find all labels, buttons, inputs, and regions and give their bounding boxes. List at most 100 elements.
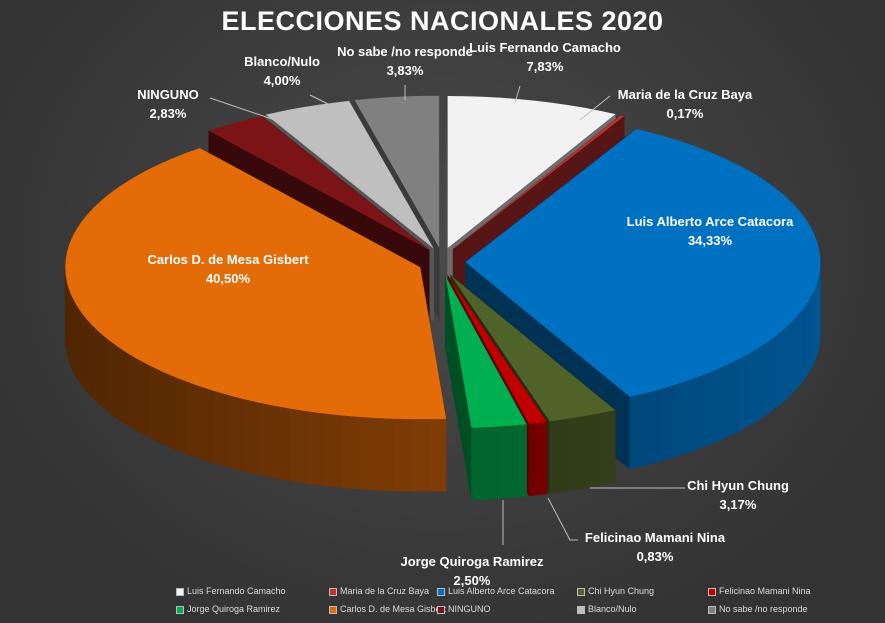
slice-side-6 <box>147 364 160 443</box>
slice-side-6 <box>66 281 70 362</box>
data-label: Chi Hyun Chung 3,17% <box>687 476 789 514</box>
slice-side-6 <box>306 410 324 486</box>
data-label: Luis Fernando Camacho 7,83% <box>469 38 621 76</box>
legend-swatch <box>329 587 337 596</box>
slice-1[interactable] <box>453 115 625 250</box>
slice-7[interactable] <box>208 115 430 250</box>
data-label: Felicinao Mamani Nina 0,83% <box>585 528 725 566</box>
data-label: Luis Alberto Arce Catacora 34,33% <box>627 212 794 250</box>
slice-side-2 <box>791 314 799 395</box>
legend-item: Luis Fernando Camacho <box>176 586 286 596</box>
data-label-value: 34,33% <box>687 233 733 248</box>
slice-side-6 <box>68 289 73 370</box>
legend-swatch <box>577 605 585 614</box>
legend-label: Carlos D. de Mesa Gisbert <box>340 604 447 614</box>
slice-9[interactable] <box>354 95 440 248</box>
slice-side-6 <box>136 358 149 438</box>
data-label-value: 4,00% <box>263 73 301 88</box>
leader-line-8 <box>309 94 331 106</box>
legend-swatch <box>329 605 337 614</box>
slice-side-6 <box>197 385 213 463</box>
data-label-value: 3,83% <box>386 63 424 78</box>
legend-label: Jorge Quiroga Ramirez <box>187 604 281 614</box>
data-label-category: Chi Hyun Chung <box>687 478 789 493</box>
legend-label: No sabe /no responde <box>719 604 808 614</box>
legend-label: Chi Hyun Chung <box>588 586 655 596</box>
data-label-value: 7,83% <box>526 59 564 74</box>
slice-side-2 <box>784 321 793 402</box>
slice-side-6 <box>80 310 87 392</box>
data-label-value: 0,17% <box>666 106 704 121</box>
slice-side-3 <box>599 409 616 486</box>
data-label: NINGUNO 2,83% <box>137 85 198 123</box>
legend-swatch <box>708 605 716 614</box>
slice-8[interactable] <box>265 100 434 249</box>
slice-side-6 <box>116 345 127 426</box>
leader-line-4 <box>547 497 578 541</box>
data-label-value: 2,50% <box>453 573 491 588</box>
slice-side-4 <box>537 421 548 496</box>
slice-side-6 <box>126 352 138 432</box>
legend-item: Maria de la Cruz Baya <box>329 586 429 596</box>
slice-side-2 <box>673 380 689 458</box>
data-label-value: 40,50% <box>205 271 251 286</box>
legend-item: Felicinao Mamani Nina <box>708 586 811 596</box>
data-label-value: 2,83% <box>149 106 187 121</box>
slice-4[interactable] <box>447 275 547 424</box>
data-label: Jorge Quiroga Ramirez 2,50% <box>400 552 543 590</box>
legend-label: NINGUNO <box>448 604 491 614</box>
legend-item: No sabe /no responde <box>708 604 808 614</box>
slice-side-5 <box>485 426 500 500</box>
legend-swatch <box>577 587 585 596</box>
legend-swatch <box>437 605 445 614</box>
slice-side-6 <box>99 332 109 413</box>
leader-line-0 <box>514 85 521 104</box>
slice-side-6 <box>171 375 186 454</box>
slice-side-6 <box>357 416 376 491</box>
slice-side-6 <box>75 303 82 385</box>
slice-side-2 <box>644 388 661 466</box>
slice-side-2 <box>803 299 810 381</box>
data-label: Carlos D. de Mesa Gisbert 40,50% <box>147 250 308 288</box>
data-label-category: Blanco/Nulo <box>244 54 320 69</box>
legend-swatch <box>708 587 716 596</box>
legend-label: Maria de la Cruz Baya <box>340 586 430 596</box>
slice-side-6 <box>375 417 394 492</box>
slice-side-6 <box>340 415 359 490</box>
slice-3[interactable] <box>450 275 616 422</box>
slice-side-3 <box>566 416 584 492</box>
slice-side-6 <box>428 418 447 492</box>
slice-side-6 <box>86 318 94 399</box>
slice-side-6 <box>107 339 118 419</box>
slice-side-6 <box>71 296 77 377</box>
legend-label: Blanco/Nulo <box>588 604 637 614</box>
data-label: Maria de la Cruz Baya 0,17% <box>618 85 752 123</box>
slice-side-6 <box>392 418 412 492</box>
slice-side-3 <box>549 418 567 494</box>
slice-side-3 <box>582 413 600 489</box>
slice-side-2 <box>812 285 817 366</box>
slice-side-6 <box>241 398 258 475</box>
data-label-value: 3,17% <box>719 497 757 512</box>
data-label-category: No sabe /no responde <box>337 44 473 59</box>
slice-0[interactable] <box>447 96 616 249</box>
slice-5[interactable] <box>445 276 527 428</box>
slice-side-6 <box>323 413 341 488</box>
slice-side-6 <box>184 380 199 459</box>
slice-side-2 <box>776 327 786 408</box>
slice-side-2 <box>713 364 727 444</box>
legend-item: Carlos D. de Mesa Gisbert <box>329 604 446 614</box>
slice-2[interactable] <box>465 128 821 397</box>
legend-item: Blanco/Nulo <box>577 604 637 614</box>
legend-swatch <box>176 587 184 596</box>
slice-side-2 <box>748 347 759 427</box>
data-label-value: 0,83% <box>636 549 674 564</box>
leader-line-7 <box>209 97 276 121</box>
slice-side-6 <box>212 390 228 468</box>
slice-side-5 <box>471 426 486 501</box>
data-label: Blanco/Nulo 4,00% <box>244 52 320 90</box>
slice-6[interactable] <box>65 148 447 420</box>
slice-side-2 <box>758 341 769 421</box>
leader-line-1 <box>579 95 611 121</box>
